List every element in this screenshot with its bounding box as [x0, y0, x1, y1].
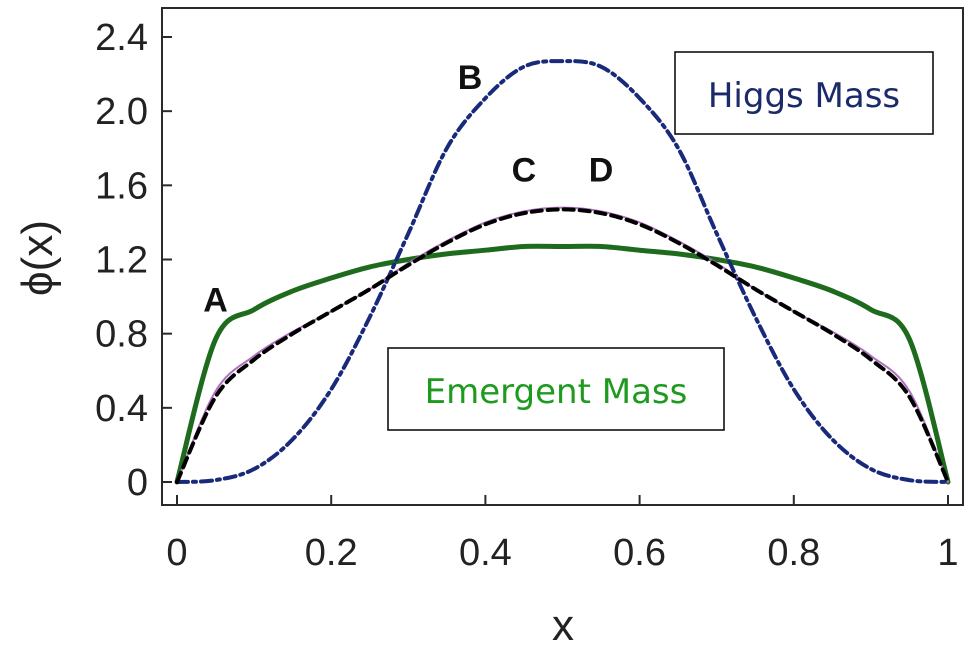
curve-label-c: C — [512, 152, 537, 190]
x-tick-label: 0.2 — [305, 532, 358, 574]
x-tick-label: 0.6 — [613, 532, 666, 574]
series-line-d — [175, 207, 950, 484]
y-tick-label: 0.8 — [95, 314, 148, 356]
emergent-mass-box: Emergent Mass — [387, 347, 725, 431]
series-line-a — [174, 243, 951, 485]
y-tick-label: 2.4 — [95, 17, 148, 59]
emergent-mass-label: Emergent Mass — [425, 372, 688, 412]
higgs-mass-box: Higgs Mass — [674, 51, 934, 135]
curve-label-a: A — [203, 281, 228, 319]
curve-label-b: B — [458, 59, 483, 97]
y-tick-label: 0 — [127, 462, 148, 504]
y-axis-title: ϕ(x) — [13, 220, 62, 296]
x-tick-label: 1 — [937, 532, 958, 574]
series-line-b — [175, 59, 950, 484]
x-tick-label: 0 — [166, 532, 187, 574]
higgs-mass-label: Higgs Mass — [708, 76, 900, 116]
curve-labels: A B C D — [203, 59, 614, 319]
series-layer — [174, 59, 951, 485]
y-tick-label: 0.4 — [95, 388, 148, 430]
plot-frame — [161, 7, 964, 506]
ticks: 0 0.2 0.4 0.6 0.8 1 0 0.4 0.8 1.2 1.6 2.0 2.4 — [95, 17, 958, 574]
x-tick-label: 0.4 — [459, 532, 512, 574]
curve-label-d: D — [589, 152, 614, 190]
y-tick-label: 1.6 — [95, 165, 148, 207]
y-tick-label: 2.0 — [95, 91, 148, 133]
y-tick-label: 1.2 — [95, 240, 148, 282]
x-axis-title: x — [552, 601, 574, 650]
x-tick-label: 0.8 — [767, 532, 820, 574]
